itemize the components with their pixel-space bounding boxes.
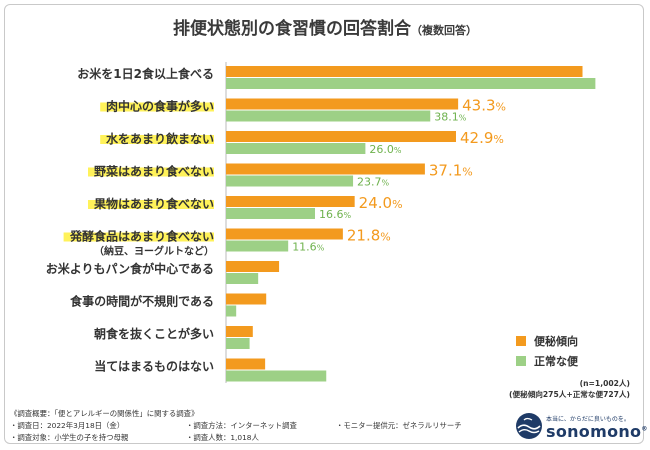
survey-count: ・調査人数：1,018人 [186,433,259,442]
data-label-unit: % [459,114,467,123]
brand-name: sonomono® [546,422,648,441]
data-label-value: 23.7 [357,176,382,189]
data-label-normal: 26.0% [369,143,402,156]
bar-normal [226,273,259,284]
legend-swatch [516,356,526,366]
bar-normal [226,143,366,154]
data-label-value: 21.8 [347,227,380,245]
brand-tagline: 本当に、からだに良いものを。 [546,416,630,423]
bar-normal [226,208,315,219]
category-label: 肉中心の食事が多い [106,99,214,114]
data-label-unit: % [382,179,390,188]
data-label-value: 16.6 [319,208,344,221]
bar-constipation [226,163,425,175]
survey-overview: 《調査概要：「便とアレルギーの関係性」に関する調査》 [10,409,199,418]
data-label-unit: % [493,133,503,146]
data-label-unit: % [462,166,472,179]
data-label-constipation: 24.0% [359,194,403,212]
survey-notes: 《調査概要：「便とアレルギーの関係性」に関する調査》 ・調査日：2022年3月1… [10,408,462,444]
sonomono-logo-icon [516,413,542,439]
survey-date: ・調査日：2022年3月18日（金） [10,421,125,430]
legend-swatch [516,336,526,346]
chart-title: 排便状態別の食習慣の回答割合（複数回答） [0,14,650,39]
data-label-unit: % [317,244,325,253]
brand-name-text: sonomono [546,422,642,441]
category-label: 水をあまり飲まない [106,131,214,146]
brand-mark: ® [641,425,648,433]
category-label: 朝食を抜くことが多い [94,326,214,341]
data-label-constipation: 37.1% [429,162,473,180]
sample-info: (n=1,002人) (便秘傾向275人+正常な便727人) [509,378,630,400]
data-label-normal: 38.1% [434,111,467,124]
category-highlight [88,200,214,209]
legend-label: 便秘傾向 [534,334,578,348]
legend-box [510,330,608,372]
bar-normal [226,78,596,89]
bar-normal [226,240,289,252]
sample-breakdown: (便秘傾向275人+正常な便727人) [509,390,630,399]
legend-label: 正常な便 [534,354,579,368]
data-label-value: 43.3 [462,97,495,115]
data-label-value: 26.0 [369,143,394,156]
data-label-normal: 11.6% [292,241,325,254]
data-label-unit: % [343,211,351,220]
bar-normal [226,110,431,122]
data-label-constipation: 42.9% [460,129,504,147]
category-label: 野菜はあまり食べない [94,164,214,179]
bar-constipation [226,196,355,207]
category-highlight [63,232,214,242]
category-label: 食事の時間が不規則である [69,294,214,309]
data-label-constipation: 21.8% [347,227,391,245]
data-label-value: 37.1 [429,162,462,180]
bar-constipation [226,228,343,240]
title-subtitle: （複数回答） [411,24,477,37]
brand-logo: 本当に、からだに良いものを。 sonomono® [512,410,647,442]
data-label-unit: % [394,146,402,155]
category-label: お米を1日2食以上食べる [77,66,214,81]
bar-constipation [226,131,456,142]
category-label: 果物はあまり食べない [93,196,214,211]
data-label-unit: % [380,231,390,244]
category-note: （納豆、ヨーグルトなど） [94,245,214,258]
bar-constipation [226,66,583,77]
data-label-value: 42.9 [460,129,493,147]
data-label-value: 11.6 [292,241,317,254]
bar-normal [226,338,250,349]
category-label: 発酵食品はあまり食べない [69,229,214,244]
bar-normal [226,175,354,187]
data-label-value: 24.0 [359,194,392,212]
bar-constipation [226,326,253,337]
bar-constipation [226,98,459,110]
data-label-unit: % [392,198,402,211]
bar-normal [226,305,237,317]
bar-normal [226,370,327,382]
survey-target: ・調査対象：小学生の子を持つ母親 [10,433,129,442]
data-label-constipation: 43.3% [462,97,506,115]
bar-constipation [226,358,266,370]
data-label-normal: 23.7% [357,176,390,189]
category-highlight [100,102,214,112]
category-label: 当てはまるものはない [94,359,214,374]
survey-method: ・調査方法：インターネット調査 [186,421,297,430]
bar-constipation [226,293,267,305]
sample-n: (n=1,002人) [579,379,630,388]
category-highlight [88,167,214,177]
category-highlight [100,135,214,144]
bar-constipation [226,261,280,272]
data-label-unit: % [496,101,506,114]
data-label-normal: 16.6% [319,208,352,221]
data-label-value: 38.1 [434,111,459,124]
survey-provider: ・モニター提供元：ゼネラルリサーチ [336,421,462,430]
category-label: お米よりもパン食が中心である [46,261,214,276]
title-main: 排便状態別の食習慣の回答割合 [173,19,411,39]
